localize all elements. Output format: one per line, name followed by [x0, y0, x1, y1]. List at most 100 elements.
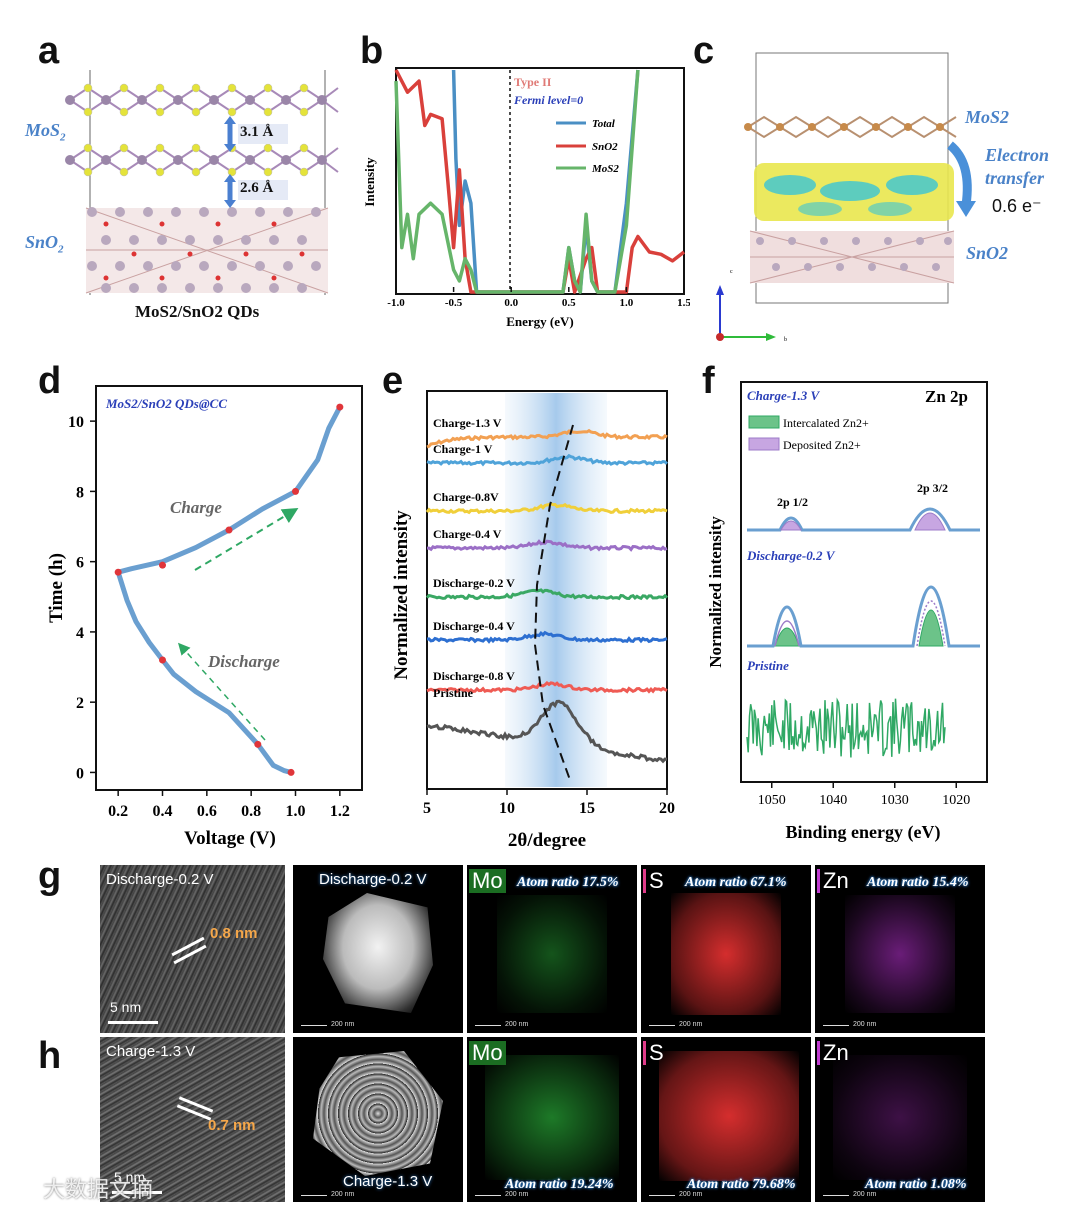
h-mo-tag: Mo [469, 1041, 506, 1065]
c-mos2-layer [744, 115, 957, 139]
e-xtick-label: 10 [499, 800, 515, 817]
type-ii-annotation: Type II [514, 75, 552, 89]
d-marker [114, 568, 122, 576]
h-hrtem-label: Charge-1.3 V [106, 1043, 196, 1060]
panel-d-chart: 0.2 0.4 0.6 0.8 1.0 1.2 0 2 4 6 8 10 Charge Dischar… [46, 385, 363, 849]
electron-transfer-label: Electron transfer [985, 145, 1050, 188]
h-scale-bar [112, 1191, 162, 1194]
g-zn-tag: Zn [817, 869, 852, 893]
d-marker [159, 561, 166, 569]
mos2-layer-2 [65, 143, 339, 177]
d-xtick-label: 0.8 [241, 803, 261, 820]
spacing-3-1: 3.1 Å [240, 124, 274, 140]
axis-triad: c b [716, 269, 787, 343]
d-curve [115, 405, 343, 775]
h-zn-ratio: Atom ratio 1.08% [865, 1177, 967, 1192]
g-haadf-scale: 200 nm [331, 1021, 355, 1028]
h-haadf-scalebar [301, 1195, 327, 1196]
g-haadf-image: Discharge-0.2 V 200 nm [293, 865, 463, 1033]
h-map-mo: Mo Atom ratio 19.24% 200 nm [467, 1037, 637, 1202]
e-series-3 [427, 539, 668, 552]
d-xtick-label: 0.4 [153, 803, 173, 820]
panel-f-xlabel: Binding energy (eV) [786, 822, 941, 843]
h-map-s: S Atom ratio 79.68% 200 nm [641, 1037, 811, 1202]
d-marker [336, 403, 344, 411]
e-xtick-label: 20 [659, 800, 675, 817]
h-map-s-signal [659, 1051, 799, 1181]
h-map-mo-signal [485, 1055, 619, 1180]
g-haadf-scalebar [301, 1025, 327, 1026]
mos2-layer-1 [65, 83, 339, 117]
h-particle [313, 1051, 443, 1176]
charge-annotation: Charge [170, 498, 222, 517]
f-xtick-label: 1030 [881, 793, 909, 808]
h-zn-tag: Zn [817, 1041, 852, 1065]
d-xtick-label: 1.0 [286, 803, 306, 820]
d-ytick-label: 4 [76, 625, 84, 642]
d-xtick-label: 1.2 [330, 803, 350, 820]
h-mo-scalebar [475, 1195, 501, 1196]
e-series-label: Charge-1 V [433, 442, 493, 456]
panel-label-h: h [38, 1035, 62, 1077]
charge-arrow [194, 507, 299, 571]
watermark: 大数据文摘 [8, 1172, 153, 1204]
g-hrtem-image: Discharge-0.2 V 0.8 nm 5 nm [100, 865, 285, 1033]
f-trace-discharge [747, 585, 980, 648]
h-zn-scale: 200 nm [853, 1191, 877, 1198]
g-map-mo-signal [497, 895, 607, 1013]
h-mo-ratio: Atom ratio 19.24% [505, 1177, 614, 1192]
e-series-1 [426, 453, 669, 467]
g-s-scale: 200 nm [679, 1021, 703, 1028]
b-xtick-label: -0.5 [445, 297, 463, 309]
peak-label-2p12: 2p 1/2 [777, 495, 808, 509]
d-ytick-label: 0 [76, 765, 84, 782]
panel-label-d: d [38, 360, 62, 402]
panel-label-g: g [38, 855, 62, 897]
d-xtick-label: 0.2 [108, 803, 128, 820]
b-xtick-label: 1.0 [620, 297, 634, 309]
g-scale-bar [108, 1021, 158, 1024]
g-map-s: S Atom ratio 67.1% 200 nm [641, 865, 811, 1033]
g-spacing-label: 0.8 nm [210, 925, 258, 942]
g-mo-scale: 200 nm [505, 1021, 529, 1028]
panel-label-c: c [693, 30, 715, 72]
b-xtick-label: 0.0 [504, 297, 518, 309]
h-s-scalebar [649, 1195, 675, 1196]
panel-c-structure: c b [716, 52, 976, 343]
h-haadf-image: Charge-1.3 V 200 nm [293, 1037, 463, 1202]
axis-b-label: b [784, 337, 787, 343]
e-series-label: Discharge-0.8 V [433, 669, 515, 683]
g-mo-scalebar [475, 1025, 501, 1026]
d-marker [254, 740, 262, 748]
d-ytick-label: 6 [76, 555, 84, 572]
panel-label-f: f [702, 360, 715, 402]
panel-b-xlabel: Energy (eV) [506, 314, 574, 329]
panel-label-e: e [382, 360, 404, 402]
e-series-4 [425, 588, 669, 601]
g-s-ratio: Atom ratio 67.1% [685, 875, 787, 890]
c-mos2-label: MoS2 [965, 107, 1010, 127]
h-s-tag: S [643, 1041, 667, 1065]
sno2-slab [85, 207, 329, 294]
g-scale-label: 5 nm [110, 999, 142, 1015]
legend-swatch-deposited [748, 437, 780, 451]
d-marker [287, 768, 295, 776]
e-series-label: Discharge-0.4 V [433, 619, 515, 633]
panel-f-chart: 1050 1040 1030 1020 Charge-1.3 V Discharge-… [706, 381, 988, 843]
legend-swatch-intercalated [748, 415, 780, 429]
e-xtick-label: 15 [579, 800, 595, 817]
g-zn-ratio: Atom ratio 15.4% [867, 875, 969, 890]
e-xtick-label: 5 [423, 800, 431, 817]
h-scale-label: 5 nm [114, 1169, 146, 1185]
spacing-2-6: 2.6 Å [240, 180, 274, 196]
panel-f-frame [740, 381, 988, 783]
panel-d-xlabel: Voltage (V) [184, 828, 276, 849]
e-series-label: Charge-1.3 V [433, 416, 502, 430]
peak-highlight-band [505, 393, 607, 787]
e-series-0 [426, 428, 668, 449]
legend-deposited: Deposited Zn2+ [783, 438, 861, 452]
g-zn-scale: 200 nm [853, 1021, 877, 1028]
h-zn-scalebar [823, 1195, 849, 1196]
sno2-label: SnO2 [25, 232, 64, 256]
d-marker [225, 526, 233, 534]
